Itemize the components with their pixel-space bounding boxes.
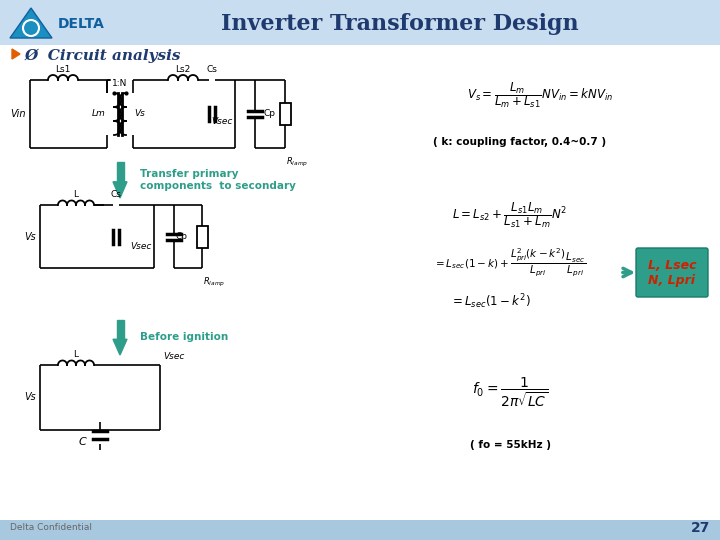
Text: 1:N: 1:N (112, 79, 127, 88)
Bar (117, 320, 124, 339)
Polygon shape (113, 339, 127, 355)
Text: Lm: Lm (91, 110, 105, 118)
Text: $V_s = \dfrac{L_m}{L_m + L_{s1}} NV_{in} = kNV_{in}$: $V_s = \dfrac{L_m}{L_m + L_{s1}} NV_{in}… (467, 80, 613, 110)
Text: Vin: Vin (11, 109, 26, 119)
Text: DELTA: DELTA (58, 17, 105, 31)
Text: N, Lpri: N, Lpri (649, 274, 696, 287)
Text: Inverter Transformer Design: Inverter Transformer Design (221, 13, 579, 35)
Text: Cs: Cs (111, 190, 122, 199)
Text: Cp: Cp (263, 110, 275, 118)
Text: $= L_{sec}(1-k) + \dfrac{L_{pri}^2(k-k^2)}{L_{pri}} \dfrac{L_{sec}}{L_{pri}}$: $= L_{sec}(1-k) + \dfrac{L_{pri}^2(k-k^2… (433, 246, 587, 278)
Text: ( fo = 55kHz ): ( fo = 55kHz ) (469, 440, 551, 450)
Text: Cp: Cp (176, 232, 188, 241)
Text: Vsec: Vsec (163, 352, 184, 361)
Text: C: C (78, 437, 86, 447)
Text: $= L_{sec}(1-k^2)$: $= L_{sec}(1-k^2)$ (450, 293, 531, 312)
Bar (197, 226, 207, 247)
Text: 27: 27 (690, 521, 710, 535)
Polygon shape (12, 49, 20, 59)
Text: ( k: coupling factor, 0.4~0.7 ): ( k: coupling factor, 0.4~0.7 ) (433, 137, 606, 147)
Text: Transfer primary
components  to secondary: Transfer primary components to secondary (140, 169, 296, 191)
Text: Before ignition: Before ignition (140, 333, 228, 342)
Text: Ls2: Ls2 (176, 65, 191, 74)
FancyBboxPatch shape (636, 248, 708, 297)
Text: Vsec: Vsec (212, 118, 233, 126)
Text: Ls1: Ls1 (55, 65, 71, 74)
Text: Cs: Cs (207, 65, 217, 74)
Text: Delta Confidential: Delta Confidential (10, 523, 92, 532)
Bar (117, 162, 124, 182)
Text: Vs: Vs (24, 232, 36, 241)
Text: L, Lsec: L, Lsec (648, 259, 696, 272)
Text: Vs: Vs (134, 110, 145, 118)
Text: $R_{lamp}$: $R_{lamp}$ (203, 276, 225, 289)
Text: $L = L_{s2} + \dfrac{L_{s1}L_m}{L_{s1} + L_m} N^2$: $L = L_{s2} + \dfrac{L_{s1}L_m}{L_{s1} +… (452, 200, 567, 230)
Bar (0, 0, 720, 45)
Text: Vsec: Vsec (130, 242, 152, 251)
Bar (279, 103, 290, 125)
Text: Ø  Circuit analysis: Ø Circuit analysis (25, 49, 181, 63)
Text: L: L (73, 190, 78, 199)
Polygon shape (113, 182, 127, 198)
Text: Vs: Vs (24, 393, 36, 402)
Text: $R_{lamp}$: $R_{lamp}$ (286, 156, 308, 169)
Text: L: L (73, 350, 78, 359)
Text: $f_0 = \dfrac{1}{2\pi\sqrt{LC}}$: $f_0 = \dfrac{1}{2\pi\sqrt{LC}}$ (472, 375, 548, 409)
Bar (0, 520, 720, 540)
Polygon shape (10, 8, 52, 38)
